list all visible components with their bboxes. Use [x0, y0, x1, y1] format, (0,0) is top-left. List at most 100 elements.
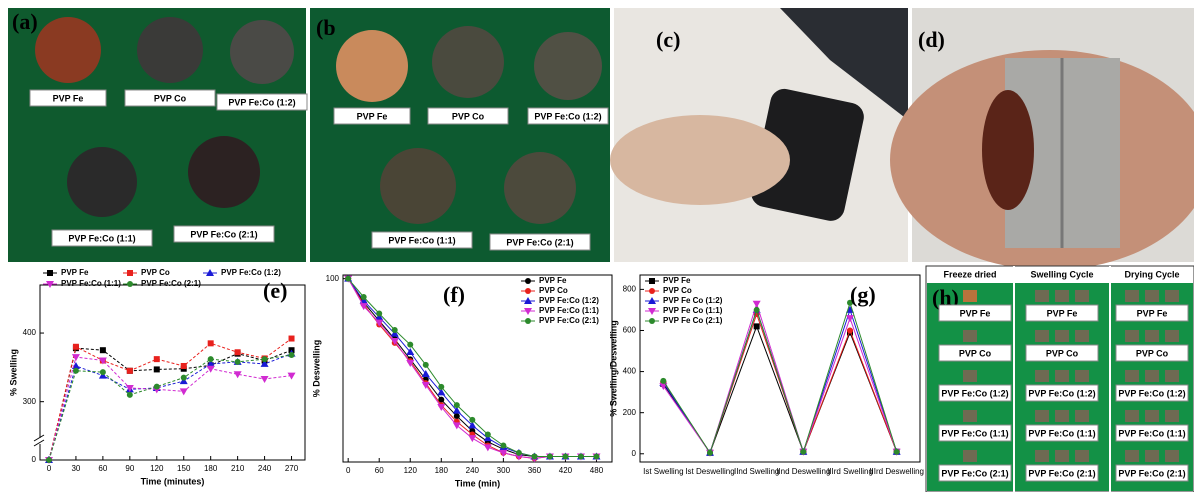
marker [516, 450, 522, 456]
legend-label: PVP Fe:Co (1:1) [539, 306, 599, 315]
sample [1035, 290, 1049, 302]
sample-tag-text: PVP Fe:Co (2:1) [506, 237, 573, 247]
marker [154, 366, 160, 372]
sample [1165, 330, 1179, 342]
panel-label: (b [316, 15, 336, 40]
x-axis-label: Time (min) [455, 478, 500, 488]
sample-tag-text: PVP Fe:Co (1:2) [228, 97, 295, 107]
marker [208, 340, 214, 346]
marker [73, 344, 79, 350]
legend-marker [127, 270, 133, 276]
legend-label: PVP Fe:Co (1:2) [221, 268, 281, 277]
series-line [49, 354, 292, 460]
legend-label: PVP Fe Co (1:1) [663, 306, 723, 315]
sample [1145, 450, 1159, 462]
sample [1145, 330, 1159, 342]
x-tick-label: 0 [47, 464, 52, 473]
x-tick-label: 180 [435, 466, 449, 475]
marker [454, 402, 460, 408]
sample [1055, 410, 1069, 422]
legend-label: PVP Fe:Co (2:1) [539, 316, 599, 325]
marker [391, 338, 399, 345]
y-axis-label: % Deswelling [311, 340, 321, 398]
legend-label: PVP Fe Co (1:2) [663, 296, 723, 305]
marker [235, 359, 241, 365]
marker [235, 349, 241, 355]
marker [468, 435, 476, 442]
sample [1055, 290, 1069, 302]
marker [100, 347, 106, 353]
disc [504, 152, 576, 224]
marker [208, 356, 214, 362]
marker [754, 307, 760, 313]
x-tick-label: 210 [231, 464, 245, 473]
marker [469, 417, 475, 423]
marker [423, 362, 429, 368]
sample [1125, 290, 1139, 302]
sample [1075, 290, 1089, 302]
marker [46, 457, 52, 463]
x-tick-label: 0 [346, 466, 351, 475]
disc [336, 30, 408, 102]
panel-label: (d) [918, 27, 945, 52]
legend-label: PVP Fe Co (2:1) [663, 316, 723, 325]
sample-tag-text: PVP Co [1046, 348, 1079, 358]
sample [1035, 410, 1049, 422]
legend-marker [47, 270, 53, 276]
panel-label: (g) [850, 282, 876, 307]
sample [1145, 290, 1159, 302]
x-tick-label: 420 [559, 466, 573, 475]
sample [963, 370, 977, 382]
sample [963, 450, 977, 462]
sample [1165, 410, 1179, 422]
legend-marker [525, 278, 531, 284]
marker [562, 454, 568, 460]
sample [1035, 370, 1049, 382]
axis-break [34, 438, 46, 444]
sample [963, 330, 977, 342]
disc [534, 32, 602, 100]
x-tick-label: 240 [466, 466, 480, 475]
marker [127, 368, 133, 374]
sample-tag-text: PVP Fe:Co (1:1) [68, 233, 135, 243]
sample [1075, 410, 1089, 422]
sample-tag-text: PVP Fe:Co (1:1) [1118, 428, 1185, 438]
sample [1165, 450, 1179, 462]
sample-tag-text: PVP Co [452, 111, 485, 121]
sample-tag-text: PVP Fe:Co (2:1) [941, 468, 1008, 478]
marker [593, 454, 599, 460]
marker [500, 443, 506, 449]
legend-label: PVP Fe:Co (1:2) [539, 296, 599, 305]
legend-marker [127, 281, 133, 287]
x-tick-label: IInd Deswelling [776, 467, 830, 476]
sample-tag-text: PVP Fe:Co (1:2) [1028, 388, 1095, 398]
marker [422, 370, 430, 377]
sample [1075, 330, 1089, 342]
marker [100, 369, 106, 375]
disc [67, 147, 137, 217]
x-tick-label: 240 [258, 464, 272, 473]
sample-tag-text: PVP Co [1136, 348, 1169, 358]
marker [154, 384, 160, 390]
series-line [663, 304, 896, 453]
marker [438, 384, 444, 390]
x-tick-label: Ist Swelling [643, 467, 683, 476]
legend-marker [649, 288, 655, 294]
legend-label: PVP Fe [539, 276, 567, 285]
y-tick-label: 0 [32, 455, 37, 464]
sample-tag-text: PVP Fe:Co (1:1) [941, 428, 1008, 438]
x-tick-label: 60 [375, 466, 384, 475]
marker [180, 388, 188, 395]
legend-label: PVP Fe [663, 276, 691, 285]
legend-marker [525, 288, 531, 294]
marker [345, 276, 351, 282]
sample [1145, 410, 1159, 422]
x-tick-label: Ist Deswelling [685, 467, 734, 476]
series-line [663, 314, 896, 453]
column-header: Drying Cycle [1124, 269, 1179, 279]
sample-tag-text: PVP Fe [1047, 308, 1078, 318]
sample [1075, 370, 1089, 382]
sample [1075, 450, 1089, 462]
y-axis-label: % Swelling/Deswelling [608, 320, 618, 417]
marker [847, 327, 853, 333]
